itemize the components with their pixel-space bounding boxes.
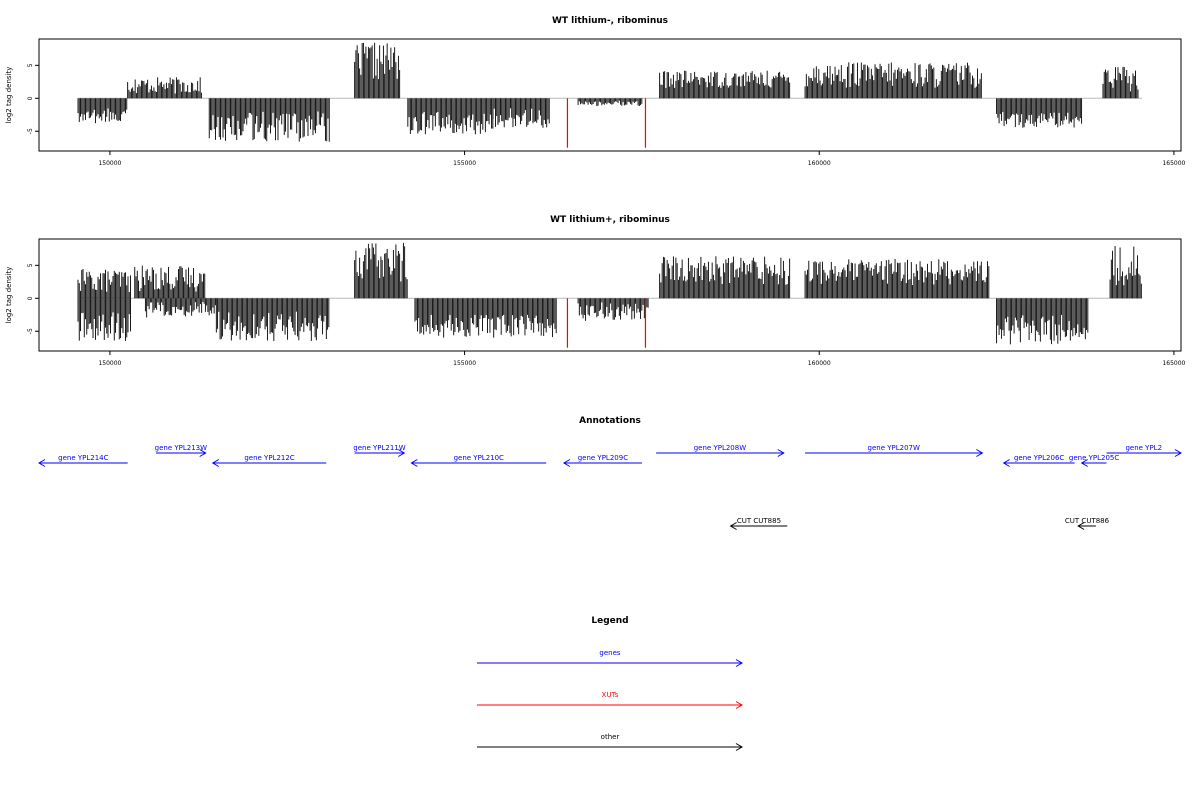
- feature-arrow-head: [1002, 459, 1010, 467]
- y-tick-label: -5: [27, 328, 34, 334]
- y-tick-label: 0: [27, 96, 34, 100]
- track-bars: [77, 242, 1142, 348]
- track-panel-lithium-plus: WT lithium+, ribominus log2 tag density …: [5, 215, 1186, 367]
- y-tick-label: 0: [27, 296, 34, 300]
- y-axis: -5 0 5: [27, 263, 39, 334]
- legend-panel: Legend genes XUTs other: [477, 616, 743, 751]
- annotation-feature: gene YPL209C: [562, 454, 642, 467]
- legend-label: genes: [599, 649, 620, 657]
- feature-label: gene YPL206C: [1014, 454, 1064, 462]
- legend-label: XUTs: [602, 691, 619, 699]
- feature-label: gene YPL214C: [58, 454, 108, 462]
- x-tick-label: 165000: [1162, 360, 1185, 367]
- y-axis-label: log2 tag density: [5, 267, 13, 324]
- legend-item: genes: [477, 649, 743, 667]
- feature-arrow-head: [211, 459, 220, 467]
- annotation-feature: CUT CUT885: [729, 517, 788, 530]
- feature-arrow-head: [976, 449, 984, 457]
- x-tick-label: 160000: [808, 160, 831, 167]
- feature-label: gene YPL211W: [353, 444, 405, 452]
- feature-label: gene YPL208W: [694, 444, 746, 452]
- legend-title: Legend: [591, 616, 628, 626]
- feature-label: gene YPL210C: [454, 454, 504, 462]
- x-axis: 150000 155000 160000 165000: [98, 351, 1186, 367]
- x-tick-label: 165000: [1162, 160, 1185, 167]
- annotation-feature: gene YPL206C: [1002, 454, 1075, 467]
- annotation-feature: gene YPL214C: [38, 454, 128, 467]
- annotation-feature: gene YPL2: [1106, 444, 1182, 457]
- x-tick-label: 150000: [98, 160, 121, 167]
- y-axis-label: log2 tag density: [5, 67, 13, 124]
- annotations-title: Annotations: [579, 416, 641, 426]
- track-title: WT lithium-, ribominus: [552, 16, 668, 26]
- feature-label: gene YPL212C: [244, 454, 294, 462]
- y-tick-label: 5: [27, 263, 34, 267]
- y-tick-label: 5: [27, 63, 34, 67]
- annotation-feature: gene YPL205C: [1069, 454, 1119, 467]
- annotation-feature: gene YPL213W: [155, 444, 207, 457]
- feature-label: CUT CUT885: [737, 517, 781, 525]
- track-panel-lithium-minus: WT lithium-, ribominus log2 tag density …: [5, 16, 1186, 167]
- track-title: WT lithium+, ribominus: [550, 215, 670, 225]
- legend-items: genes XUTs other: [477, 649, 743, 751]
- y-axis: -5 0 5: [27, 63, 39, 134]
- feature-layer: gene YPL214C gene YPL213W gene YPL212C gene…: [38, 444, 1182, 530]
- feature-arrow-head: [1174, 449, 1182, 457]
- feature-arrow-head: [735, 701, 743, 709]
- plot-frame: [38, 238, 1182, 352]
- x-tick-label: 155000: [453, 160, 476, 167]
- feature-label: gene YPL209C: [578, 454, 628, 462]
- annotation-feature: gene YPL212C: [211, 454, 327, 467]
- track-bars: [77, 42, 1142, 148]
- legend-item: XUTs: [477, 691, 743, 709]
- annotation-feature: gene YPL210C: [410, 454, 547, 467]
- feature-arrow-head: [1077, 522, 1085, 530]
- feature-arrow-head: [199, 449, 207, 457]
- plot-frame: [38, 38, 1182, 152]
- annotation-feature: gene YPL211W: [353, 444, 406, 457]
- x-tick-label: 155000: [453, 360, 476, 367]
- y-tick-label: -5: [27, 128, 34, 134]
- feature-arrow-head: [735, 659, 743, 667]
- feature-arrow-head: [735, 743, 743, 751]
- feature-label: CUT CUT886: [1065, 517, 1110, 525]
- legend-label: other: [601, 733, 620, 741]
- feature-label: gene YPL2: [1125, 444, 1162, 452]
- x-axis: 150000 155000 160000 165000: [98, 151, 1186, 167]
- feature-arrow-head: [410, 459, 418, 467]
- feature-label: gene YPL207W: [868, 444, 920, 452]
- feature-label: gene YPL213W: [155, 444, 207, 452]
- x-tick-label: 160000: [808, 360, 831, 367]
- annotation-feature: gene YPL208W: [656, 444, 785, 457]
- feature-arrow-head: [38, 459, 46, 467]
- x-tick-label: 150000: [98, 360, 121, 367]
- feature-label: gene YPL205C: [1069, 454, 1119, 462]
- legend-item: other: [477, 733, 743, 751]
- feature-arrow-head: [1080, 459, 1088, 467]
- feature-arrow-head: [777, 449, 785, 457]
- annotation-feature: gene YPL207W: [805, 444, 984, 457]
- feature-arrow-head: [398, 449, 406, 457]
- feature-arrow-head: [729, 522, 737, 530]
- annotation-feature: CUT CUT886: [1065, 517, 1110, 530]
- feature-arrow-head: [562, 459, 571, 467]
